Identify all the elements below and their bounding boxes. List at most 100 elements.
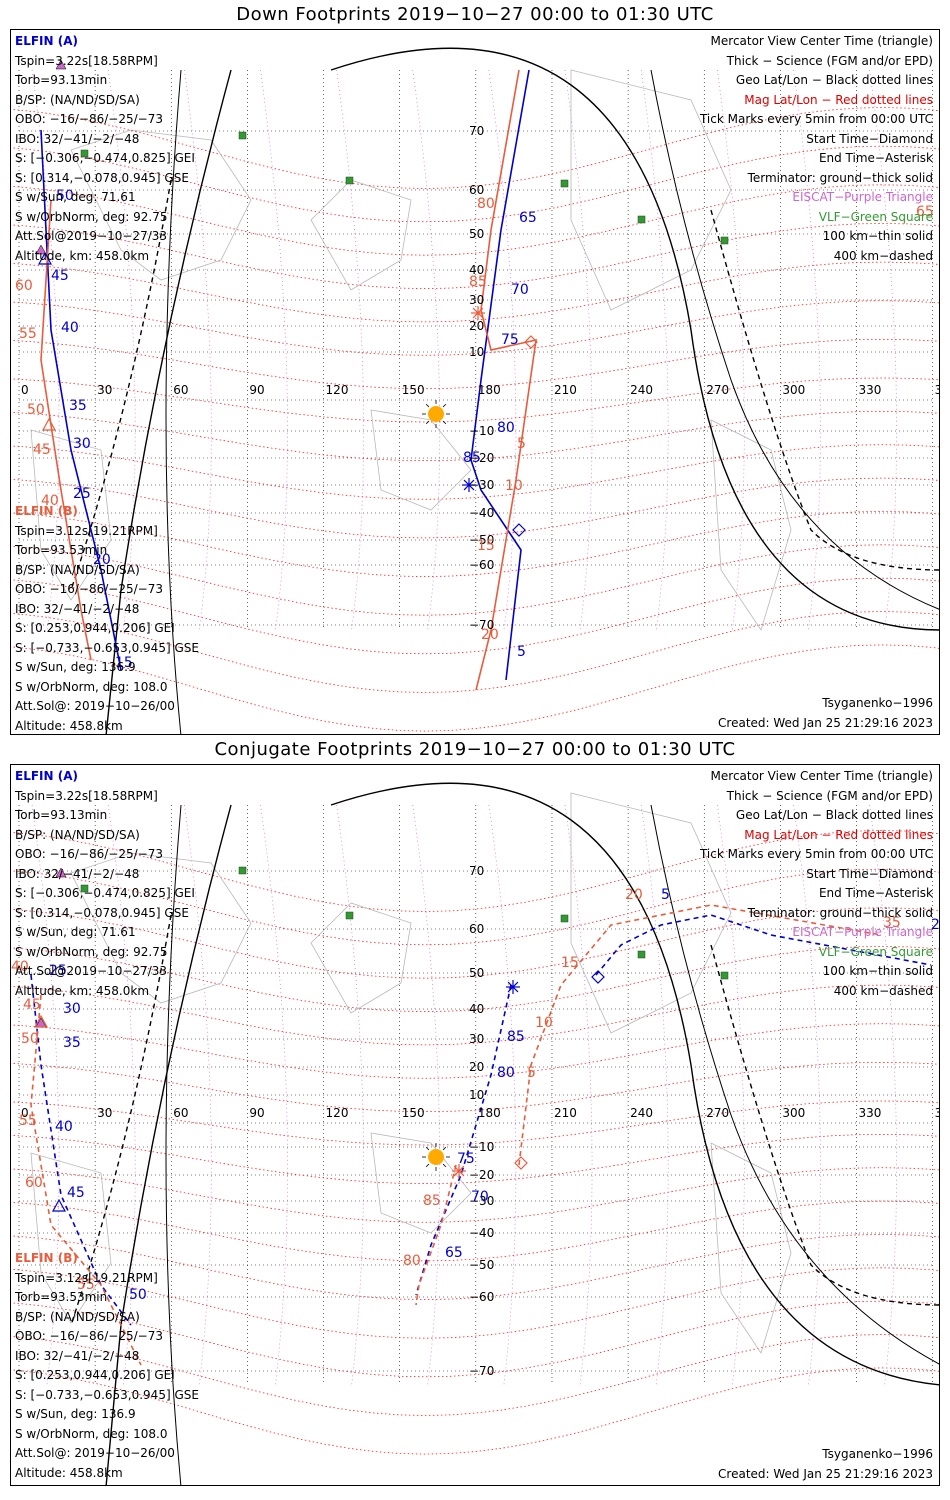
legend-entry: 400 km−dashed <box>833 983 933 998</box>
end-time-asterisk <box>506 980 520 994</box>
elfin-a-info-line: S: [0.314,−0.078,0.945] GSE <box>15 170 189 185</box>
track-time-tick-label: 85 <box>423 1193 441 1209</box>
latitude-tick-label: 30 <box>469 293 484 307</box>
mag-meridian-line <box>869 804 897 1386</box>
mag-meridian-line <box>107 804 136 1386</box>
elfin-a-info-line: B/SP: (NA/ND/SD/SA) <box>15 92 140 107</box>
longitude-tick-label: 60 <box>173 383 188 397</box>
longitude-tick-label: 270 <box>706 383 729 397</box>
legend-entry: EISCAT−Purple Triangle <box>792 925 933 939</box>
elfin-b-info-line: Torb=93.53min <box>15 543 108 557</box>
track-time-tick-label: 55 <box>77 1277 95 1293</box>
track-time-tick-label: 35 <box>63 1035 81 1051</box>
latitude-tick-label: −30 <box>469 1194 494 1208</box>
mag-latitude-line <box>11 338 939 390</box>
track-time-tick-label: 85 <box>507 1029 525 1045</box>
longitude-tick-label: 180 <box>478 1106 501 1120</box>
latitude-tick-label: 20 <box>469 319 484 333</box>
mag-latitude-line <box>11 1100 939 1146</box>
legend-entry: Thick − Science (FGM and/or EPD) <box>726 53 933 68</box>
track-time-tick-label: 40 <box>61 320 79 336</box>
latitude-tick-label: −50 <box>469 533 494 547</box>
elfin-b-info-line: S w/Sun, deg: 136.9 <box>15 1407 136 1421</box>
elfin-b-info-line: OBO: −16/−86/−25/−73 <box>15 1329 163 1343</box>
coastline <box>30 1152 112 1324</box>
track-time-tick-label: 5 <box>517 436 526 452</box>
track-time-tick-label: 50 <box>27 402 45 418</box>
track-time-tick-label: 20 <box>481 627 499 643</box>
vlf-station-marker <box>80 149 89 158</box>
end-time-asterisk <box>462 478 476 492</box>
created-timestamp: Created: Wed Jan 25 21:29:16 2023 <box>718 1467 933 1481</box>
track-time-tick-label: 60 <box>15 278 33 294</box>
eiscat-station-marker <box>55 867 67 878</box>
elfin-a-track <box>470 69 530 681</box>
legend-entry: End Time−Asterisk <box>818 151 933 165</box>
elfin-a-info-line: S: [−0.306,−0.474,0.825] GEI <box>15 886 195 900</box>
center-time-triangle <box>41 417 57 431</box>
track-time-tick-label: 55 <box>19 326 37 342</box>
track-time-tick-label: 85 <box>469 274 487 290</box>
legend-entry: Mercator View Center Time (triangle) <box>710 769 933 783</box>
mag-meridian-line <box>31 804 60 1386</box>
elfin-b-info-line: B/SP: (NA/ND/SD/SA) <box>15 562 140 577</box>
mag-latitude-line <box>11 644 939 732</box>
track-time-tick-label: 5 <box>527 1065 536 1081</box>
legend-entry: Mag Lat/Lon − Red dotted lines <box>744 827 933 842</box>
latitude-tick-label: −20 <box>469 1168 494 1182</box>
longitude-tick-label: 180 <box>478 383 501 397</box>
elfin-b-info-line: S w/OrbNorm, deg: 108.0 <box>15 1426 168 1441</box>
legend-entry: Mercator View Center Time (triangle) <box>710 34 933 48</box>
legend-entry: Thick − Science (FGM and/or EPD) <box>726 788 933 803</box>
mag-meridian-line <box>260 804 288 1386</box>
track-time-tick-label: 15 <box>477 538 495 554</box>
longitude-tick-label: 150 <box>402 1106 425 1120</box>
created-timestamp: Created: Wed Jan 25 21:29:16 2023 <box>718 716 933 730</box>
mag-meridian-line <box>260 69 288 631</box>
elfin-b-info-line: S: [−0.733,−0.653,0.945] GSE <box>15 1387 199 1402</box>
elfin-b-info: ELFIN (B) Tspin=3.12s[19.21RPM] Torb=93.53… <box>15 1249 199 1483</box>
elfin-b-track <box>40 199 92 661</box>
legend-entry: End Time−Asterisk <box>818 886 933 900</box>
legend-entry: Start Time−Diamond <box>806 131 933 146</box>
elfin-b-track <box>518 904 882 1166</box>
mag-meridian-line <box>412 804 441 1386</box>
elfin-a-header: ELFIN (A) <box>15 769 78 783</box>
longitude-tick-label: 360 <box>935 1106 940 1120</box>
legend-entry: 400 km−dashed <box>833 248 933 263</box>
track-time-tick-label: 80 <box>403 1253 421 1269</box>
coastline <box>310 179 412 291</box>
track-time-tick-label: 20 <box>93 552 111 568</box>
track-time-tick-label: 75 <box>501 332 519 348</box>
longitude-tick-label: 90 <box>249 383 264 397</box>
mag-latitude-line <box>11 1367 939 1455</box>
elfin-a-info-line: S: [0.314,−0.078,0.945] GSE <box>15 905 189 920</box>
mag-meridian-line <box>640 69 669 631</box>
elfin-b-info-line: Torb=93.53min <box>15 1290 108 1304</box>
terminator-100km-line <box>165 804 939 1485</box>
track-time-tick-label: 35 <box>69 398 87 414</box>
elfin-a-track <box>30 974 132 1326</box>
legend-entry: VLF−Green Square <box>818 944 933 959</box>
sun-icon <box>422 1143 450 1171</box>
start-time-diamond <box>591 970 605 984</box>
mag-latitude-line <box>11 1267 939 1339</box>
elfin-a-info-line: Tspin=3.22s[18.58RPM] <box>15 788 158 803</box>
longitude-tick-label: 270 <box>706 1106 729 1120</box>
longitude-tick-label: 0 <box>21 1106 29 1120</box>
track-time-tick-label: 80 <box>497 420 515 436</box>
elfin-b-info-line: Tspin=3.12s[19.21RPM] <box>15 1270 158 1285</box>
mag-latitude-line <box>11 830 939 912</box>
coastline <box>570 792 732 1034</box>
start-time-diamond <box>512 523 526 537</box>
eiscat-station-marker <box>55 59 67 70</box>
elfin-a-info-line: OBO: −16/−86/−25/−73 <box>15 112 163 126</box>
latitude-tick-label: −40 <box>469 1226 494 1240</box>
center-time-triangle <box>33 1014 49 1028</box>
vlf-station-marker <box>637 950 646 959</box>
elfin-b-track <box>30 994 142 1366</box>
track-time-tick-label: 65 <box>519 210 537 226</box>
mag-meridian-line <box>336 69 364 631</box>
coastline <box>70 129 252 281</box>
mag-meridian-line <box>640 804 669 1386</box>
